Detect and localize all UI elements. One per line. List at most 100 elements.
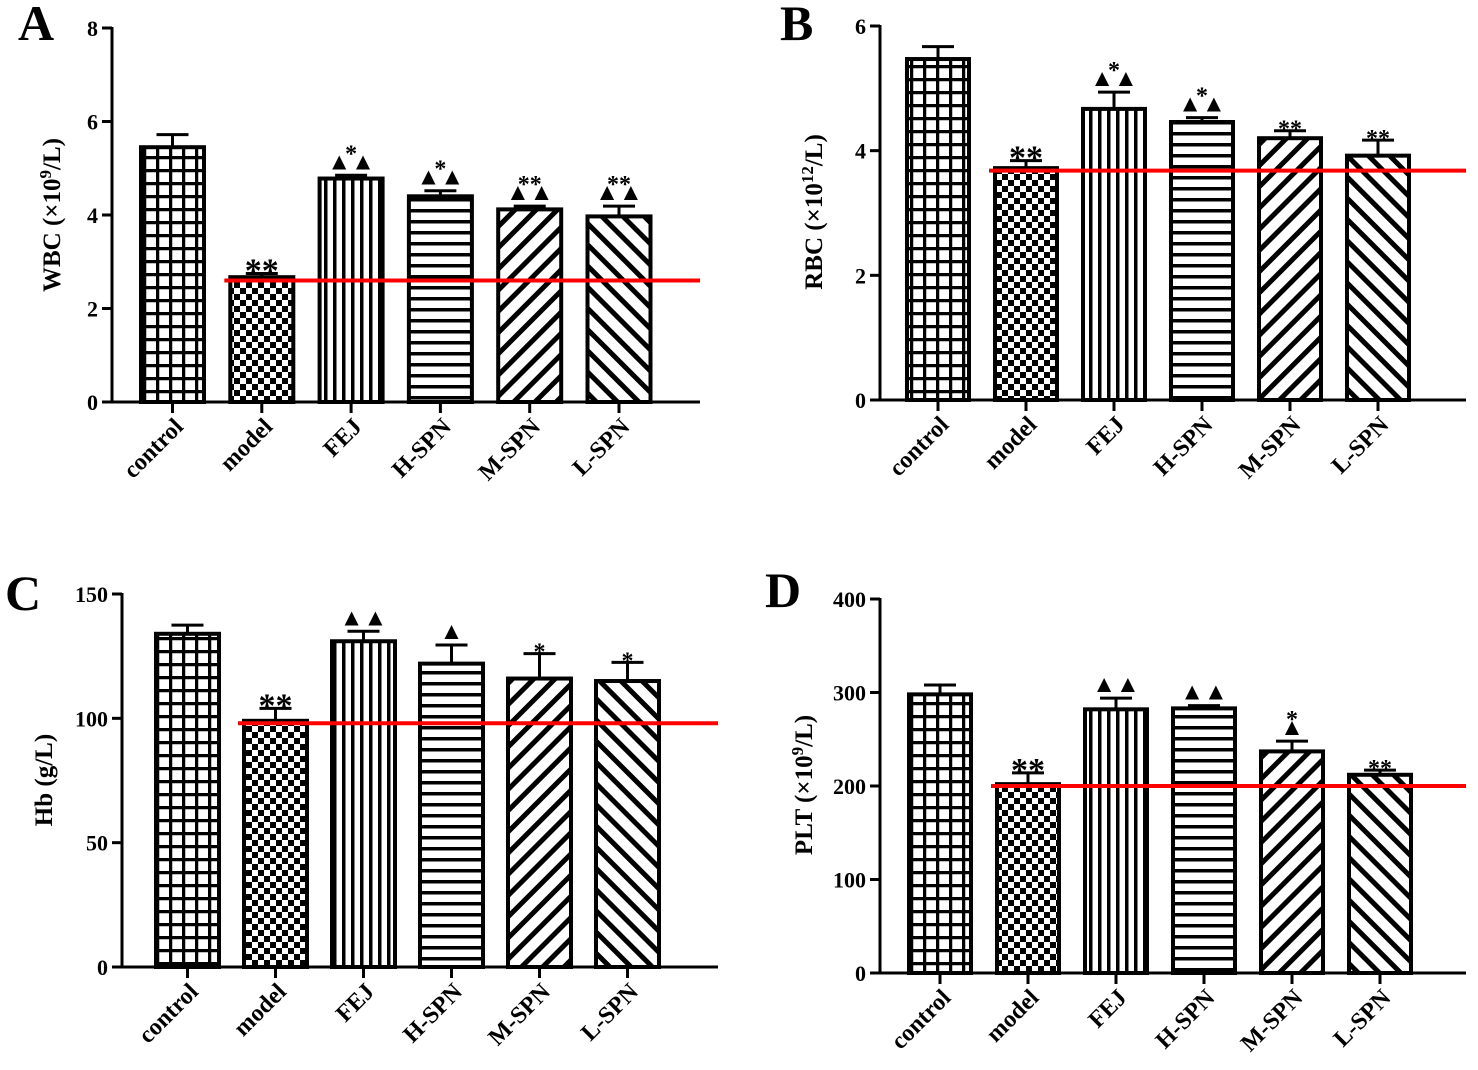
x-tick-label: H-SPN [1149,411,1219,481]
bar-model [228,275,296,404]
x-tick-label: control [884,412,954,482]
x-tick-label: model [980,412,1043,475]
bar-l-spn [1347,772,1413,976]
significance-mark: * [345,141,357,167]
bar-fej [317,176,385,404]
significance-mark: ** [518,172,542,198]
y-axis-label: PLT (×109/L) [788,715,818,855]
significance-mark: ▲ [440,619,464,645]
bar-h-spn [406,194,474,404]
y-tick-label: 0 [97,955,108,980]
significance-mark: ▲▲ [327,149,375,175]
x-tick-label: L-SPN [568,413,636,481]
plot-area: 0 50 100 150 control model FEJ H-SPN M-SPN L-SPN *… [75,582,718,1051]
bar-control [907,692,973,975]
y-tick-label: 2 [87,297,98,322]
x-tick-label: model [229,979,292,1042]
significance-mark: * [434,157,446,183]
y-tick-label: 8 [87,16,98,41]
x-tick-label: control [134,979,204,1049]
x-tick-label: FEJ [331,979,380,1028]
significance-mark: * [1196,84,1208,110]
y-tick-label: 400 [833,587,866,612]
panel-b: B RBC (×1012/L) 0 2 4 6 control model FEJ H-SPN… [780,0,1466,484]
x-tick-label: model [982,985,1045,1048]
y-tick-label: 200 [833,774,866,799]
y-tick-label: 50 [86,831,108,856]
significance-mark: ** [1009,140,1043,177]
x-tick-label: control [886,985,956,1055]
x-tick-label: H-SPN [398,978,468,1048]
x-tick-label: M-SPN [1234,411,1307,484]
y-tick-label: 6 [855,14,866,39]
significance-mark: * [1108,58,1120,84]
bar-fej [1083,707,1149,976]
bar-model [993,166,1059,402]
x-tick-label: FEJ [1084,985,1133,1034]
y-axis-label: Hb (g/L) [31,734,58,826]
bar-h-spn [1169,119,1235,402]
plot-area: 0 100 200 300 400 control model FEJ H-SPN M-SPN L-… [833,587,1466,1057]
x-tick-label: M-SPN [474,413,547,486]
significance-mark: ** [259,687,293,724]
x-tick-label: control [119,414,189,484]
y-tick-label: 100 [833,868,866,893]
significance-mark: ▲▲ [1180,680,1228,706]
bar-fej [1081,106,1147,403]
x-tick-label: model [215,414,278,477]
y-tick-label: 0 [87,390,98,415]
y-tick-label: 0 [855,961,866,986]
y-tick-label: 2 [855,263,866,288]
bar-h-spn [418,661,485,969]
bar-m-spn [496,207,564,404]
significance-mark: * [622,648,634,674]
panel-d: D PLT (×109/L) 0 100 200 300 400 control model… [765,562,1466,1057]
x-tick-label: L-SPN [1327,411,1395,479]
panel-letter: A [18,0,54,51]
bar-control [154,631,221,970]
bar-m-spn [1259,749,1325,976]
y-axis-label: RBC (×1012/L) [798,134,828,290]
significance-mark: ▲▲ [506,180,554,206]
x-tick-label: FEJ [319,414,368,463]
significance-mark: ▲▲ [1092,672,1140,698]
panel-a: A WBC (×109/L) 0 2 4 6 8 control model FEJ H-SPN… [18,0,700,486]
y-tick-label: 4 [855,139,866,164]
significance-mark: ** [1278,117,1302,143]
x-tick-label: H-SPN [1151,984,1221,1054]
significance-mark: ** [245,252,279,289]
significance-mark: * [534,640,546,666]
x-tick-label: L-SPN [1329,984,1397,1052]
y-tick-label: 150 [75,582,108,607]
significance-mark: ▲▲ [1178,92,1226,118]
bar-l-spn [1345,153,1411,402]
bar-m-spn [1257,136,1323,402]
bar-l-spn [585,214,653,404]
panel-c: C Hb (g/L) 0 50 100 150 control model FEJ H-SPN… [5,565,718,1051]
bar-h-spn [1171,706,1237,976]
significance-mark: ▲▲ [340,605,388,631]
significance-mark: ** [1368,756,1392,782]
significance-mark: ▲▲ [417,165,465,191]
y-tick-label: 6 [87,110,98,135]
x-tick-label: H-SPN [387,413,457,483]
x-tick-label: M-SPN [1236,984,1309,1057]
significance-mark: * [1286,707,1298,733]
significance-mark: ** [1366,126,1390,152]
y-tick-label: 100 [75,706,108,731]
x-tick-label: M-SPN [484,978,557,1051]
y-axis-label: WBC (×109/L) [36,138,66,292]
significance-mark: ▲▲ [595,180,643,206]
significance-mark: ** [1011,752,1045,789]
bar-model [995,782,1061,975]
bar-control [905,57,971,403]
x-tick-label: FEJ [1082,412,1131,461]
x-tick-label: L-SPN [576,978,644,1046]
panel-letter: D [765,562,801,618]
significance-mark: ▲ [1280,715,1304,741]
panel-letter: B [780,0,813,51]
significance-mark: ** [607,172,631,198]
